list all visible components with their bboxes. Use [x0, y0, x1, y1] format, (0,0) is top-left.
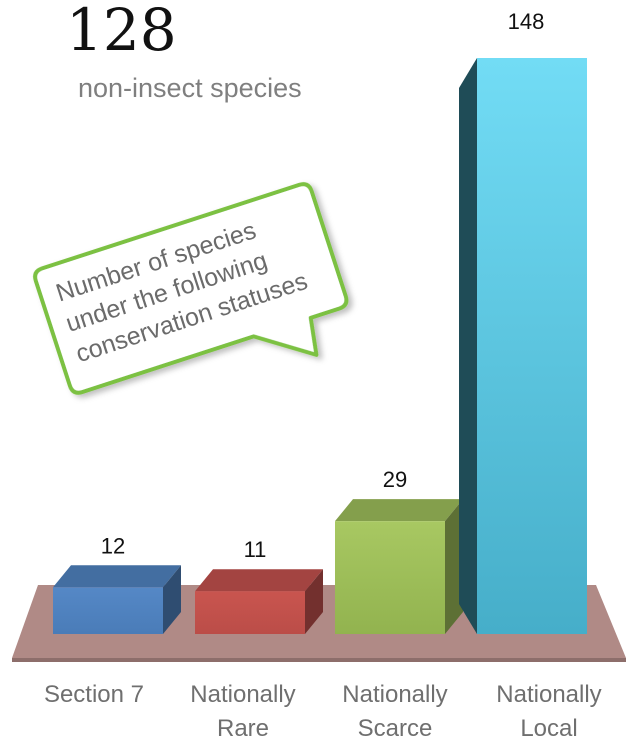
- bar-top-section-7: [53, 565, 181, 588]
- value-label-nationally-scarce: 29: [383, 467, 407, 492]
- callout-border: [33, 182, 349, 395]
- header-subtitle: non-insect species: [78, 73, 302, 103]
- bar-top-nationally-rare: [195, 569, 323, 592]
- bar-front-section-7: [53, 587, 163, 634]
- category-label-nationally-rare-line-1: Nationally: [190, 681, 295, 708]
- category-label-nationally-rare-line-2: Rare: [217, 715, 269, 742]
- header-number: 128: [66, 0, 177, 64]
- bar-side-nationally-scarce: [445, 499, 463, 634]
- bars-group: [53, 58, 587, 634]
- bar-front-nationally-scarce: [335, 521, 445, 634]
- category-label-nationally-local-line-2: Local: [520, 715, 577, 742]
- bar-nationally-scarce: [335, 499, 463, 634]
- bar-section-7: [53, 565, 181, 634]
- bar-nationally-rare: [195, 569, 323, 634]
- value-label-section-7: 12: [101, 533, 125, 558]
- category-label-section-7-line-1: Section 7: [44, 681, 144, 708]
- bar-front-nationally-rare: [195, 591, 305, 634]
- floor-edge: [12, 658, 626, 662]
- bar-side-section-7: [163, 565, 181, 634]
- value-label-nationally-local: 148: [508, 9, 545, 34]
- category-label-nationally-local-line-1: Nationally: [496, 681, 601, 708]
- value-labels-group: 12 11 29 148: [101, 9, 545, 562]
- bar-side-nationally-local: [459, 58, 477, 634]
- category-label-nationally-scarce-line-1: Nationally: [342, 681, 447, 708]
- value-label-nationally-rare: 11: [244, 537, 267, 562]
- callout-bubble: Number of species under the following co…: [33, 182, 349, 395]
- category-label-nationally-scarce-line-2: Scarce: [358, 715, 433, 742]
- bar-top-nationally-scarce: [335, 499, 463, 522]
- bar-front-nationally-local: [477, 58, 587, 634]
- bar-side-nationally-rare: [305, 569, 323, 634]
- category-labels-group: Section 7 Nationally Rare Nationally Scarce N…: [44, 681, 602, 742]
- bar-nationally-local: [459, 58, 587, 634]
